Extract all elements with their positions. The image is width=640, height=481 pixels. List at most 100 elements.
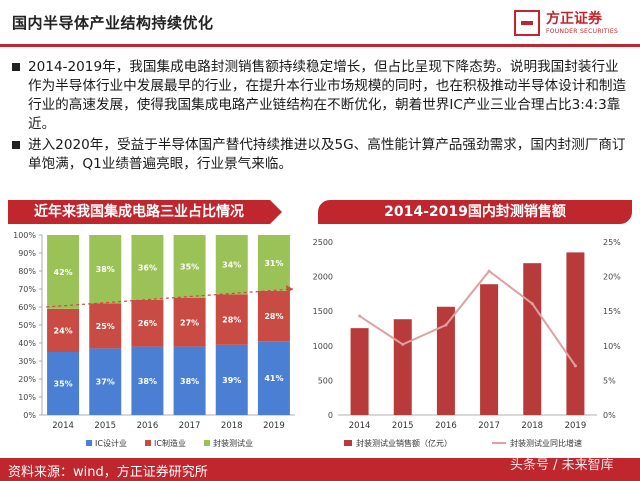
y-tick-label: 90% <box>18 249 36 258</box>
bar-segment <box>257 290 290 342</box>
data-label: 38% <box>180 377 199 386</box>
y-left-tick-label: 0 <box>328 411 333 420</box>
bar-segment <box>131 235 164 300</box>
y-left-tick-label: 1000 <box>313 342 333 351</box>
growth-point <box>358 314 362 318</box>
bar-segment <box>47 235 80 309</box>
x-tick-label: 2017 <box>179 421 201 431</box>
logo-text: 方正证券 <box>546 11 602 27</box>
y-tick-label: 70% <box>18 285 36 294</box>
bar-segment <box>131 346 164 415</box>
legend-swatch <box>344 440 352 446</box>
bar-segment <box>257 235 290 291</box>
x-tick-label: 2014 <box>52 421 74 431</box>
legend-label: IC设计业 <box>95 438 127 448</box>
bar-segment <box>257 341 290 415</box>
bar-segment <box>47 352 80 415</box>
y-right-tick-label: 5% <box>603 376 616 385</box>
y-right-tick-label: 0% <box>603 411 616 420</box>
growth-point <box>530 302 534 306</box>
y-tick-label: 30% <box>18 357 36 366</box>
growth-point <box>401 342 405 346</box>
y-tick-label: 10% <box>18 393 36 402</box>
growth-line <box>359 269 577 367</box>
left-chart-title: 近年来我国集成电路三业占比情况 <box>8 200 282 224</box>
data-label: 37% <box>96 378 115 387</box>
x-tick-label: 2014 <box>349 421 371 431</box>
bar-segment <box>89 303 122 349</box>
x-tick-label: 2016 <box>137 421 159 431</box>
y-left-tick-label: 500 <box>318 376 333 385</box>
x-tick-label: 2016 <box>435 421 457 431</box>
data-label: 35% <box>54 380 73 389</box>
y-tick-label: 80% <box>18 267 36 276</box>
bullet-1: 2014-2019年，我国集成电路封测销售额持续稳定增长，但占比呈现下降态势。说… <box>10 58 632 134</box>
y-right-tick-label: 15% <box>603 307 621 316</box>
y-left-tick-label: 2000 <box>313 273 333 282</box>
data-label: 31% <box>264 259 283 268</box>
data-label: 35% <box>180 263 199 272</box>
bullet-2: 进入2020年，受益于半导体国产替代持续推进以及5G、高性能计算产品强劲需求，国… <box>10 136 632 174</box>
sales-bar <box>436 306 455 415</box>
y-tick-label: 20% <box>18 375 36 384</box>
data-label: 41% <box>264 374 283 383</box>
x-tick-label: 2018 <box>221 421 243 431</box>
data-label: 38% <box>96 265 115 274</box>
data-label: 34% <box>222 261 241 270</box>
bar-segment <box>215 235 248 295</box>
growth-point <box>573 364 577 368</box>
bar-segment <box>47 308 80 352</box>
data-label: 39% <box>222 376 241 385</box>
sales-bar <box>566 252 585 415</box>
x-tick-label: 2019 <box>565 421 587 431</box>
y-tick-label: 100% <box>13 231 36 240</box>
y-tick-label: 60% <box>18 303 36 312</box>
data-label: 28% <box>222 316 241 325</box>
x-tick-label: 2019 <box>263 421 285 431</box>
bar-segment <box>89 235 122 304</box>
data-label: 38% <box>138 377 157 386</box>
legend-label: IC制造业 <box>154 438 186 448</box>
bar-segment <box>173 298 206 347</box>
x-tick-label: 2017 <box>478 421 500 431</box>
y-tick-label: 50% <box>18 321 36 330</box>
data-label: 25% <box>96 322 115 331</box>
trend-arrow-line <box>46 288 294 308</box>
data-label: 24% <box>54 326 73 335</box>
header: 国内半导体产业结构持续优化 方正证券 FOUNDER SECURITIES <box>0 0 640 47</box>
data-label: 42% <box>54 268 73 277</box>
logo-icon <box>514 10 540 36</box>
legend-swatch <box>86 440 92 446</box>
x-tick-label: 2015 <box>392 421 414 431</box>
y-left-tick-label: 2500 <box>313 238 333 247</box>
source-note: 资料来源：wind，方正证券研究所 <box>8 465 208 480</box>
logo-subtext: FOUNDER SECURITIES <box>546 28 619 35</box>
sales-bar <box>393 319 412 415</box>
data-label: 26% <box>138 319 157 328</box>
x-tick-label: 2015 <box>94 421 116 431</box>
logo: 方正证券 FOUNDER SECURITIES <box>514 8 634 40</box>
data-label: 36% <box>138 263 157 272</box>
legend-label: 封装测试业 <box>213 438 253 448</box>
legend-swatch <box>145 440 151 446</box>
y-tick-label: 40% <box>18 339 36 348</box>
header-divider <box>0 44 640 47</box>
bar-segment <box>89 348 122 415</box>
bar-segment <box>173 235 206 298</box>
bar-segment <box>215 344 248 415</box>
legend-swatch <box>204 440 210 446</box>
bar-segment <box>131 299 164 347</box>
legend-label: 封装测试业销售额（亿元） <box>356 438 452 448</box>
watermark: 头条号 / 未来智库 <box>510 458 614 473</box>
bar-segment <box>173 346 206 415</box>
growth-point <box>487 269 491 273</box>
page-title: 国内半导体产业结构持续优化 <box>12 14 214 32</box>
trend-arrow-head <box>286 285 293 293</box>
y-right-tick-label: 25% <box>603 238 621 247</box>
sales-bar <box>350 328 369 415</box>
growth-point <box>444 323 448 327</box>
sales-bar <box>480 284 499 415</box>
footer: 资料来源：wind，方正证券研究所 <box>0 458 640 481</box>
sales-bar <box>523 263 542 415</box>
y-left-tick-label: 1500 <box>313 307 333 316</box>
